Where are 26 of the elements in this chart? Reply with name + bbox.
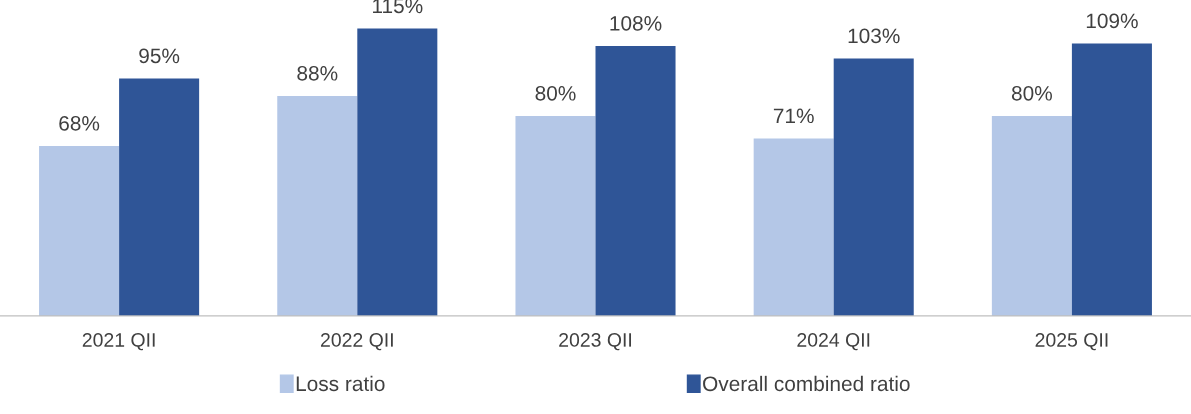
x-tick-label: 2024 QII: [797, 333, 870, 351]
data-label: 109%: [1086, 13, 1138, 29]
data-label: 80%: [535, 85, 576, 101]
x-tick-label: 2025 QII: [1035, 333, 1108, 351]
bar: [753, 138, 834, 316]
data-label: 103%: [848, 28, 900, 44]
data-label: 80%: [1011, 85, 1052, 101]
x-tick-label: 2022 QII: [320, 333, 393, 351]
bar: [39, 145, 120, 316]
data-label: 71%: [773, 108, 814, 124]
x-tick-label: 2021 QII: [82, 333, 155, 351]
bar: [833, 58, 914, 316]
data-label: 68%: [59, 115, 100, 131]
x-tick-label: 2023 QII: [559, 333, 631, 351]
bar: [357, 28, 438, 316]
data-label: 95%: [139, 48, 180, 64]
bar: [1071, 43, 1152, 316]
bar: [595, 45, 676, 316]
legend-label: Loss ratio: [296, 375, 385, 392]
bar: [991, 115, 1072, 316]
legend-label: Overall combined ratio: [703, 375, 910, 392]
data-label: 108%: [610, 15, 662, 31]
bar: [277, 95, 358, 316]
bar: [515, 115, 596, 316]
data-label: 88%: [297, 65, 338, 81]
bar: [119, 78, 200, 316]
